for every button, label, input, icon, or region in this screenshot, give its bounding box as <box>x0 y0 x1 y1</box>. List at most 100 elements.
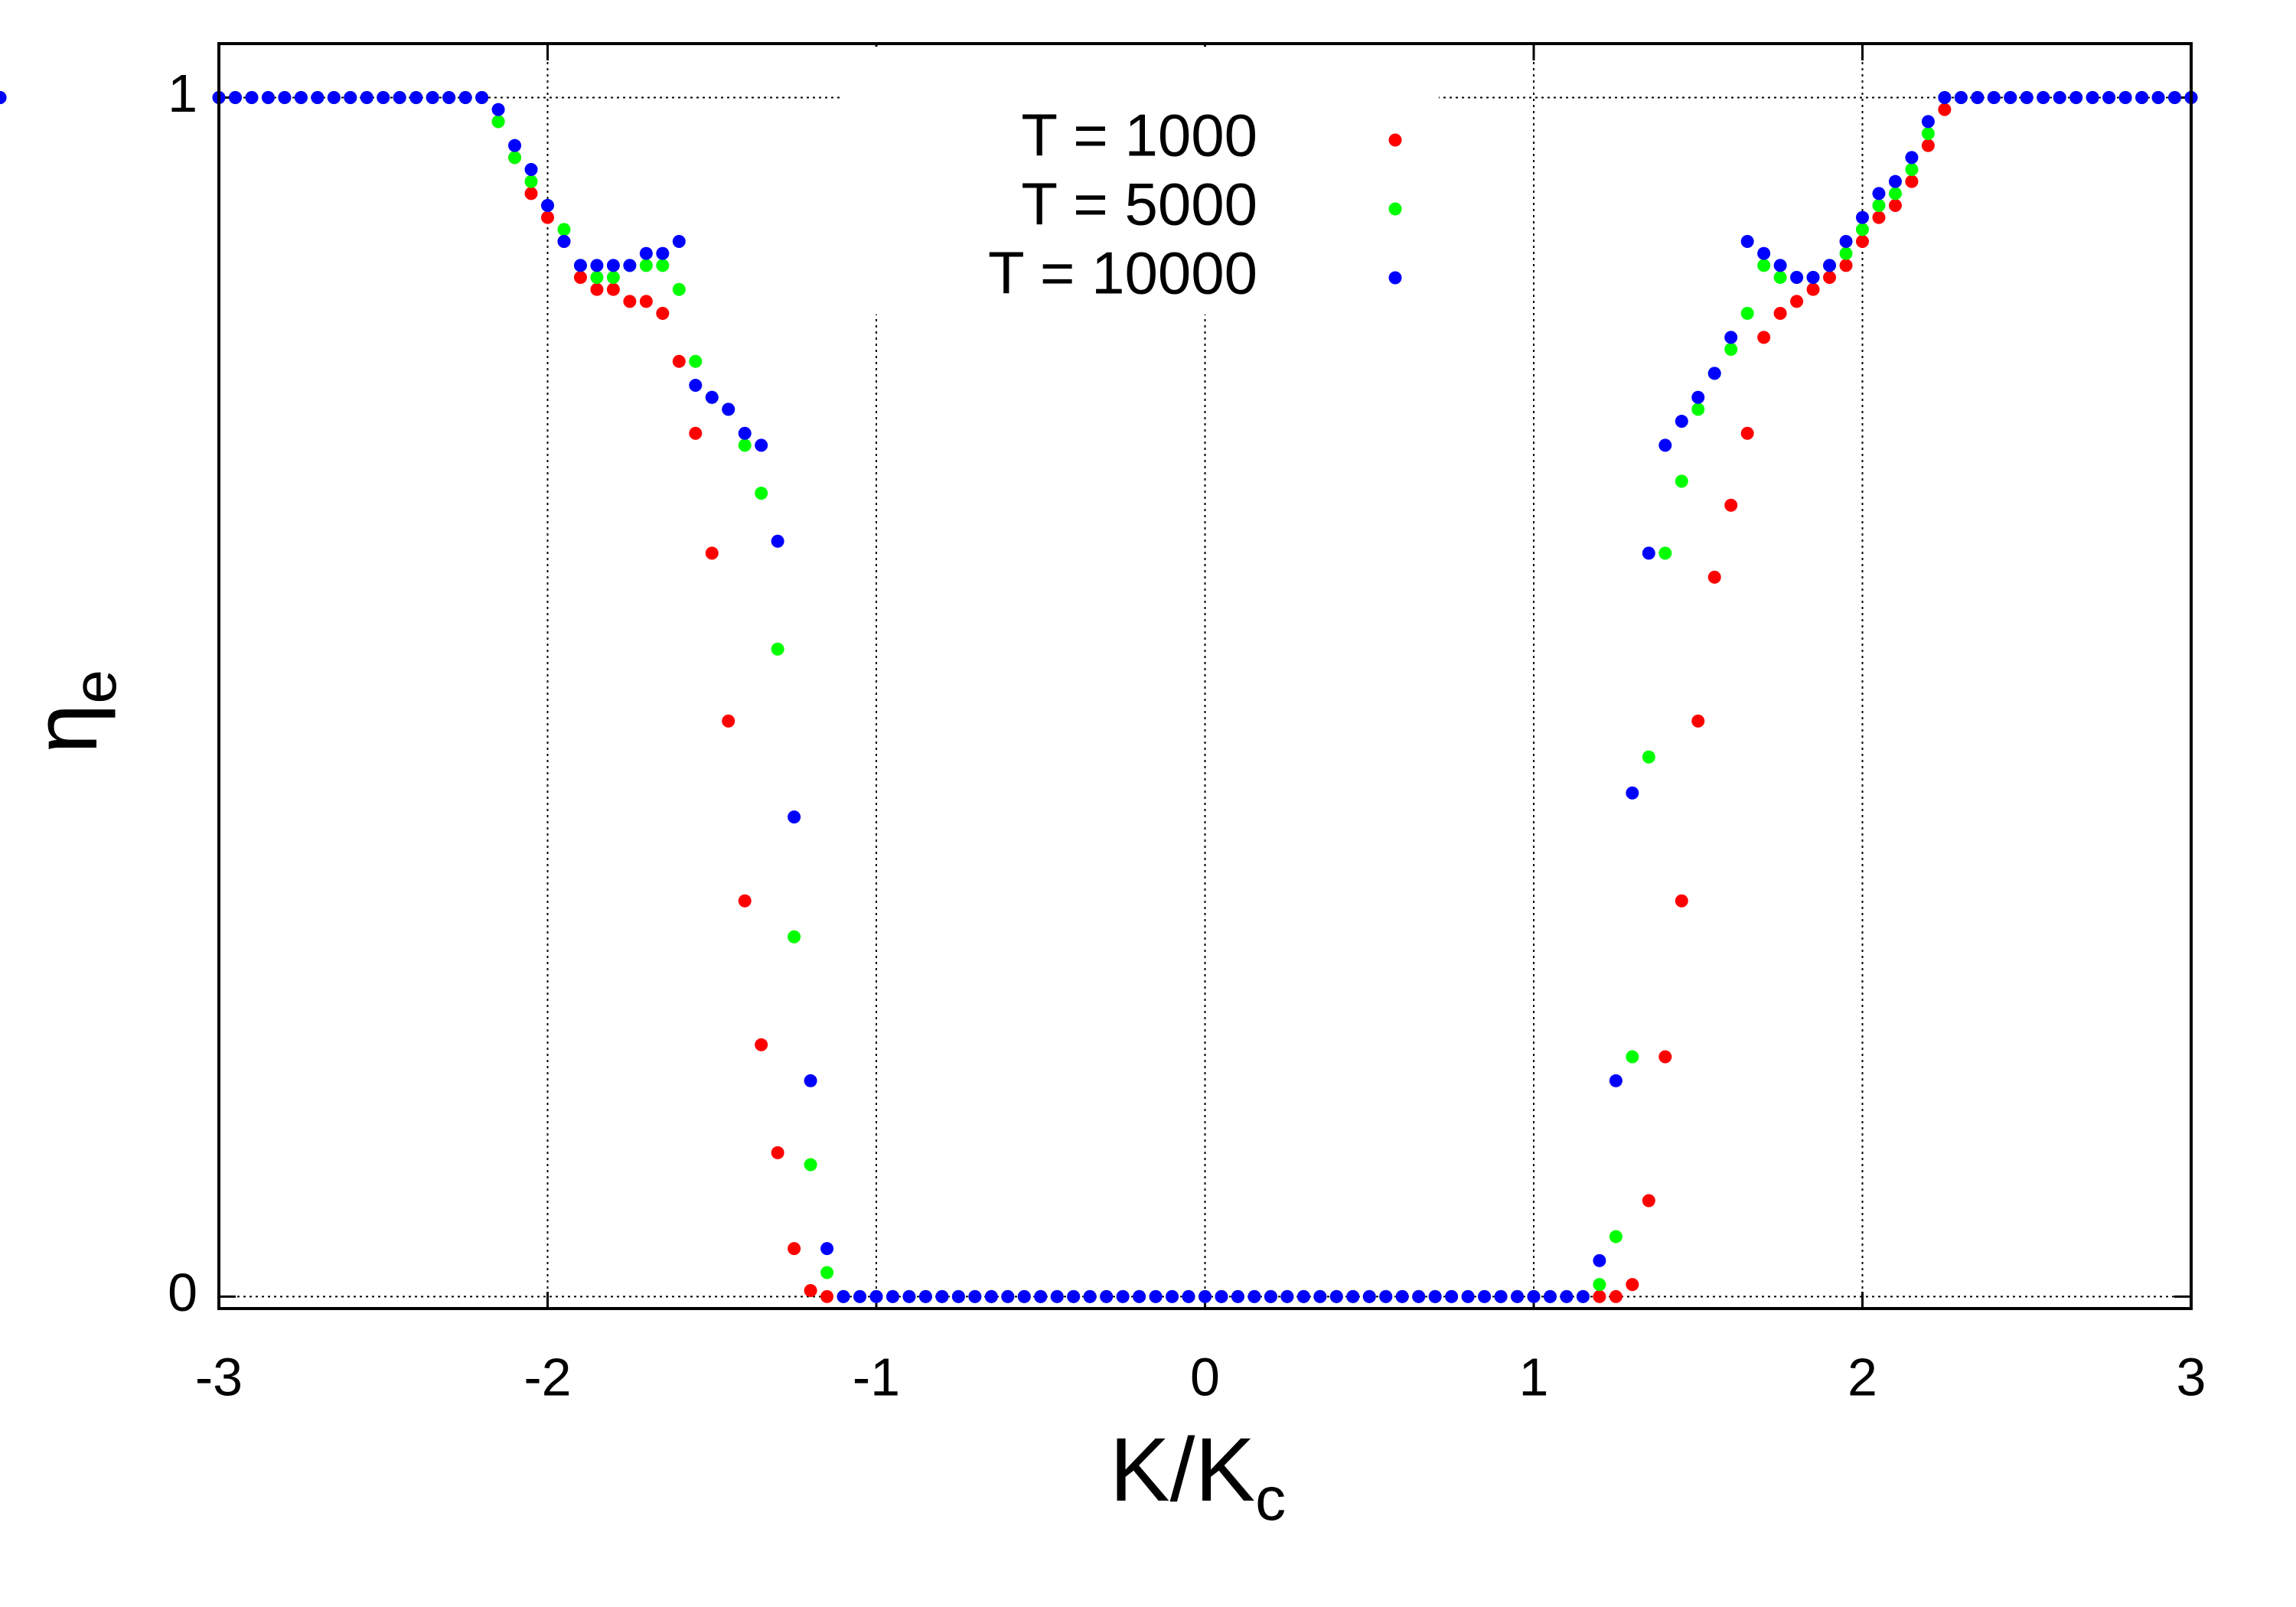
point <box>1050 1289 1064 1303</box>
point <box>1773 271 1787 285</box>
x-axis-label: K/Kc <box>1110 1420 1286 1533</box>
point <box>804 1074 817 1087</box>
point <box>1921 127 1935 141</box>
point <box>1740 307 1754 321</box>
legend-marker <box>1388 202 1402 216</box>
point <box>1067 1289 1081 1303</box>
point <box>1806 282 1820 296</box>
point <box>722 714 735 728</box>
point <box>918 1289 932 1303</box>
point <box>1691 403 1705 416</box>
point <box>689 379 703 393</box>
point <box>344 91 357 105</box>
point <box>672 354 686 368</box>
point <box>458 91 472 105</box>
point <box>541 199 554 213</box>
point <box>590 271 604 285</box>
x-tick-label: -3 <box>195 1347 243 1407</box>
point <box>1593 1278 1606 1292</box>
point <box>1412 1289 1426 1303</box>
point <box>475 91 489 105</box>
point <box>1166 1289 1179 1303</box>
point <box>1231 1289 1244 1303</box>
point <box>1872 199 1886 213</box>
point <box>393 91 406 105</box>
point <box>672 282 686 296</box>
point <box>1017 1289 1031 1303</box>
legend-background <box>842 47 1439 315</box>
point <box>1461 1289 1475 1303</box>
point <box>409 91 423 105</box>
point <box>951 1289 965 1303</box>
y-label-sub: e <box>60 670 129 704</box>
point <box>1379 1289 1393 1303</box>
y-tick-label: 0 <box>168 1263 197 1322</box>
point <box>1806 271 1820 285</box>
point <box>1346 1289 1360 1303</box>
point <box>1034 1289 1048 1303</box>
point <box>1856 223 1869 236</box>
point <box>1593 1253 1606 1267</box>
point <box>1757 246 1771 260</box>
point <box>524 174 538 188</box>
point <box>788 930 801 944</box>
point <box>1280 1289 1294 1303</box>
point <box>804 1158 817 1172</box>
point <box>788 810 801 824</box>
point <box>327 91 341 105</box>
point <box>1888 187 1902 200</box>
point <box>1642 750 1655 764</box>
point <box>771 642 784 656</box>
point <box>1757 331 1771 344</box>
point <box>1773 307 1787 321</box>
point <box>885 1289 899 1303</box>
point <box>1560 1289 1574 1303</box>
point <box>705 390 719 404</box>
legend-marker <box>1388 133 1402 147</box>
point <box>1149 1289 1163 1303</box>
point <box>722 403 735 416</box>
point <box>2069 91 2083 105</box>
point <box>1658 546 1672 560</box>
point <box>639 259 653 272</box>
point <box>1954 91 1968 105</box>
point <box>672 235 686 249</box>
point <box>0 91 7 105</box>
point <box>1428 1289 1442 1303</box>
point <box>524 187 538 200</box>
point <box>1100 1289 1114 1303</box>
point <box>1609 1230 1623 1244</box>
point <box>1921 115 1935 129</box>
point <box>2053 91 2066 105</box>
point <box>1199 1289 1212 1303</box>
point <box>738 894 752 908</box>
y-axis-label: ηe <box>15 670 129 754</box>
x-tick-label: -2 <box>523 1347 571 1407</box>
point <box>1938 91 1952 105</box>
point <box>623 295 637 308</box>
point <box>1133 1289 1146 1303</box>
point <box>1839 235 1853 249</box>
point <box>1445 1289 1459 1303</box>
legend-label: T = 5000 <box>1021 171 1257 238</box>
point <box>2020 91 2033 105</box>
point <box>1971 91 1985 105</box>
point <box>442 91 456 105</box>
point <box>1083 1289 1097 1303</box>
point <box>360 91 373 105</box>
point <box>771 1146 784 1159</box>
point <box>1576 1289 1590 1303</box>
point <box>426 91 439 105</box>
point <box>623 259 637 272</box>
point <box>1215 1289 1228 1303</box>
point <box>771 534 784 548</box>
legend-label: T = 10000 <box>988 240 1257 307</box>
point <box>2168 91 2182 105</box>
point <box>804 1283 817 1297</box>
point <box>1707 367 1721 380</box>
point <box>1362 1289 1376 1303</box>
point <box>294 91 308 105</box>
y-label-main: η <box>15 703 116 754</box>
point <box>820 1289 834 1303</box>
point <box>1790 271 1804 285</box>
